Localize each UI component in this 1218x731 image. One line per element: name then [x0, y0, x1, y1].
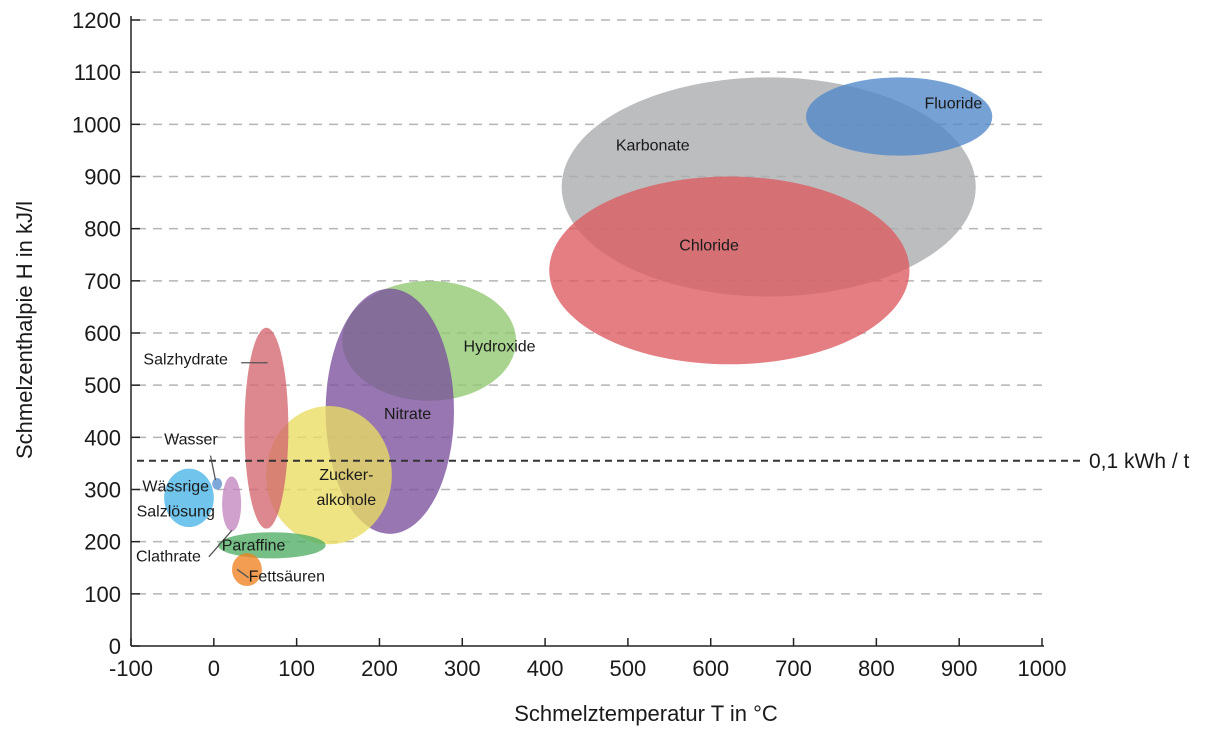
x-tick-label: 400	[527, 656, 564, 681]
axes: 0100200300400500600700800900100011001200…	[72, 8, 1066, 681]
y-tick-label: 800	[84, 217, 121, 242]
label-clathrate-leader	[208, 529, 233, 558]
y-tick-label: 600	[84, 321, 121, 346]
x-tick-label: 300	[444, 656, 481, 681]
label-wassrige-salzlosung-line-1: Wässrige	[142, 479, 209, 496]
label-chloride: Chloride	[679, 238, 739, 255]
x-axis-title: Schmelztemperatur T in °C	[514, 701, 778, 726]
y-tick-label: 700	[84, 269, 121, 294]
x-tick-label: 900	[941, 656, 978, 681]
y-tick-label: 1100	[74, 60, 121, 85]
y-tick-label: 0	[109, 634, 121, 659]
y-tick-label: 500	[84, 373, 121, 398]
x-tick-label: 800	[858, 656, 895, 681]
label-nitrate: Nitrate	[384, 406, 431, 423]
region-fettsauren	[232, 553, 262, 587]
label-fluoride: Fluoride	[924, 96, 982, 113]
x-tick-label: 100	[278, 656, 315, 681]
region-wasser	[212, 478, 223, 490]
region-salzhydrate	[244, 327, 289, 529]
y-tick-label: 1000	[72, 112, 121, 137]
label-hydroxide: Hydroxide	[464, 338, 536, 355]
label-fettsauren-leader	[236, 568, 249, 579]
x-tick-label: 0	[208, 656, 220, 681]
label-fettsauren: Fettsäuren	[249, 568, 325, 585]
x-tick-label: 1000	[1018, 656, 1067, 681]
region-clathrate	[222, 476, 242, 532]
region-paraffine	[217, 532, 326, 559]
y-tick-label: 900	[84, 165, 121, 190]
reference-line-label: 0,1 kWh / t	[1089, 450, 1190, 473]
x-tick-label: -100	[109, 656, 153, 681]
x-tick-label: 600	[692, 656, 729, 681]
label-wasser: Wasser	[164, 432, 218, 449]
reference-line: 0,1 kWh / t	[137, 450, 1190, 473]
label-paraffine: Paraffine	[222, 538, 286, 555]
label-zuckeralkohole-line-2: alkohole	[317, 492, 377, 509]
y-tick-label: 200	[84, 530, 121, 555]
y-tick-label: 400	[84, 425, 121, 450]
region-fluoride	[805, 77, 993, 156]
label-wassrige-salzlosung-line-2: Salzlösung	[137, 504, 215, 521]
region-labels: Karbonate Chloride Fluoride Hydroxide Nitrat…	[136, 96, 982, 586]
y-tick-label: 1200	[72, 8, 121, 33]
data-regions	[164, 77, 993, 587]
label-karbonate: Karbonate	[616, 137, 690, 154]
label-clathrate: Clathrate	[136, 548, 201, 565]
x-tick-label: 500	[610, 656, 647, 681]
y-tick-label: 300	[84, 478, 121, 503]
label-zuckeralkohole-line-1: Zucker-	[319, 467, 373, 484]
x-tick-label: 200	[361, 656, 398, 681]
y-axis-title: Schmelzenthalpie H in kJ/l	[12, 201, 37, 459]
y-tick-label: 100	[84, 582, 121, 607]
label-salzhydrate: Salzhydrate	[143, 351, 228, 368]
x-tick-label: 700	[775, 656, 812, 681]
region-chloride	[549, 176, 910, 365]
region-zuckeralkohole	[265, 406, 392, 545]
region-wassrige-salzlosung	[164, 468, 214, 528]
label-wasser-leader	[209, 455, 217, 481]
